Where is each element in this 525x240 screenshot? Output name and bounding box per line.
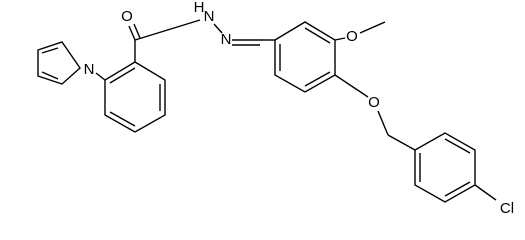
bond	[134, 19, 201, 41]
benzene-ring	[104, 61, 166, 133]
bond	[95, 72, 106, 81]
double-bond	[109, 111, 136, 127]
atom-label: N	[221, 31, 232, 48]
benzene-ring	[274, 21, 336, 93]
bond	[377, 110, 389, 136]
double-bond	[41, 71, 59, 80]
double-bond	[304, 71, 331, 87]
pyrrole-ring	[37, 41, 81, 85]
molecule-diagram: O N H N N O O Cl	[37, 0, 514, 217]
double-bond	[128, 25, 136, 41]
bond	[334, 37, 346, 41]
double-bond	[304, 27, 331, 44]
atom-label: O	[368, 94, 380, 111]
bond	[474, 184, 497, 201]
bond	[387, 134, 416, 151]
double-bond	[41, 47, 59, 54]
atom-label: H	[194, 0, 205, 16]
atom-label: O	[346, 28, 358, 45]
bond	[359, 21, 386, 34]
double-bond	[133, 23, 141, 39]
bond	[334, 74, 369, 98]
atom-label: N	[204, 8, 215, 25]
atom-label: O	[121, 8, 133, 25]
bonds	[37, 19, 497, 203]
double-bond	[444, 138, 471, 154]
bond	[213, 23, 223, 34]
double-bond	[109, 67, 136, 84]
atom-label: N	[84, 61, 95, 78]
benzene-ring	[414, 132, 476, 203]
double-bond	[444, 181, 471, 197]
atom-label: Cl	[500, 200, 514, 217]
